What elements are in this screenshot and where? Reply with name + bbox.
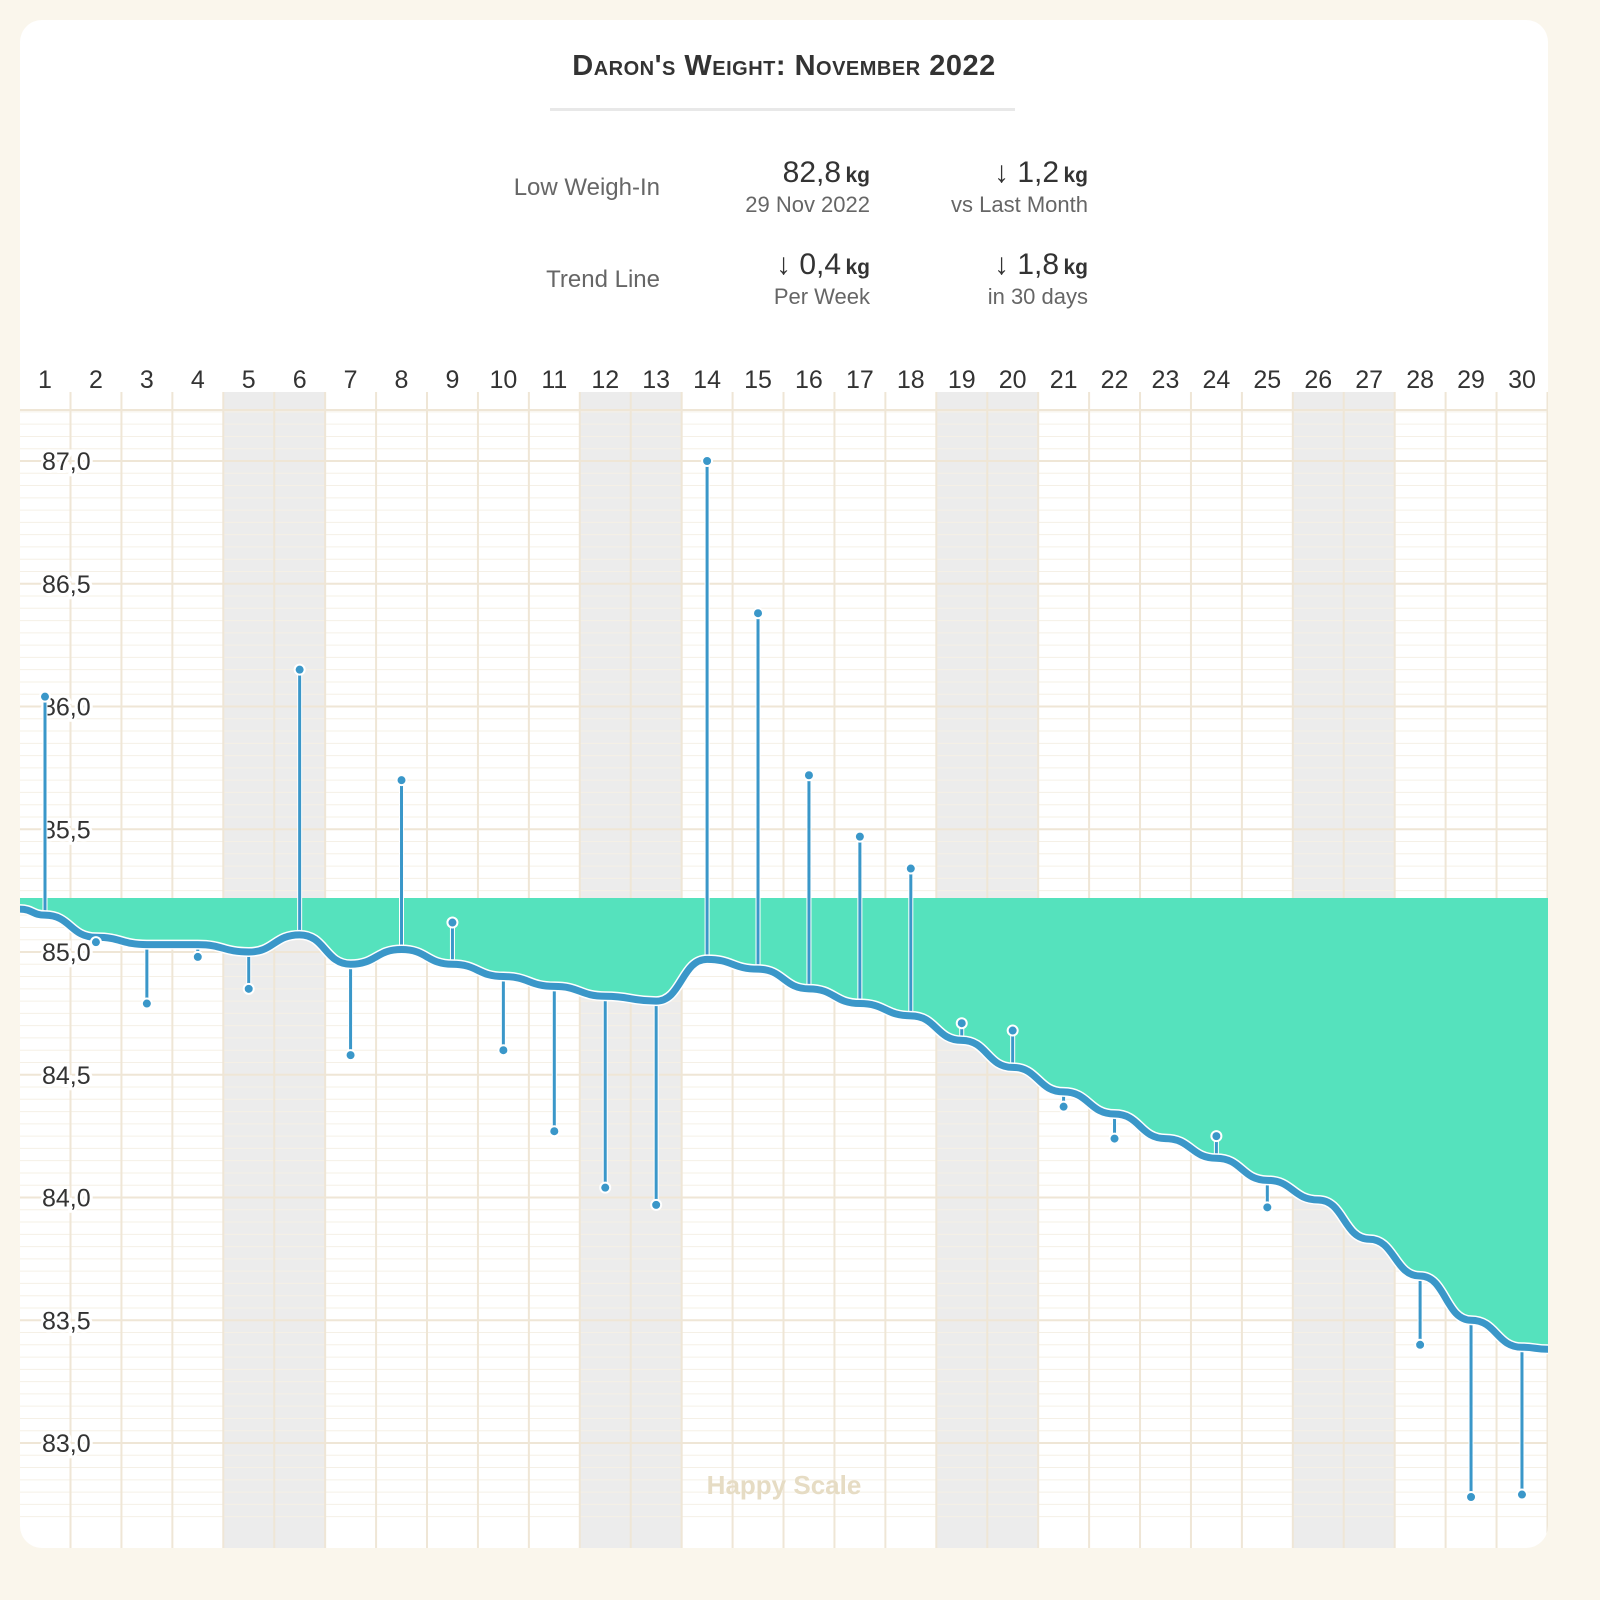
weigh-in-point bbox=[242, 982, 255, 995]
weigh-in-point bbox=[395, 774, 408, 787]
x-tick-label: 18 bbox=[897, 366, 925, 394]
days-value: ↓ 1,8 bbox=[993, 248, 1060, 281]
low-unit: kg bbox=[845, 164, 870, 187]
weigh-in-point bbox=[1108, 1132, 1121, 1145]
x-tick-label: 8 bbox=[395, 366, 409, 394]
y-tick-label: 83,5 bbox=[42, 1307, 91, 1335]
y-tick-label: 85,5 bbox=[42, 816, 91, 844]
weigh-in-point bbox=[1465, 1491, 1478, 1504]
weigh-in-point bbox=[191, 950, 204, 963]
month-unit: kg bbox=[1063, 164, 1088, 187]
weigh-in-point bbox=[853, 830, 866, 843]
weigh-in-point bbox=[904, 862, 917, 875]
weigh-in-point bbox=[701, 455, 714, 467]
weigh-in-point bbox=[89, 936, 102, 949]
month-sub: vs Last Month bbox=[951, 192, 1088, 217]
trend-line bbox=[20, 905, 1548, 1353]
x-tick-label: 21 bbox=[1050, 366, 1078, 394]
x-tick-label: 6 bbox=[293, 366, 307, 394]
weigh-in-point bbox=[1006, 1024, 1019, 1037]
low-date: 29 Nov 2022 bbox=[745, 192, 870, 217]
y-tick-label: 83,0 bbox=[42, 1430, 91, 1458]
month-change-stat: ↓ 1,2 kg vs Last Month bbox=[828, 156, 1088, 218]
low-value: 82,8 bbox=[782, 156, 842, 189]
x-tick-label: 1 bbox=[38, 366, 52, 394]
x-tick-label: 30 bbox=[1508, 366, 1536, 394]
x-tick-label: 11 bbox=[541, 366, 567, 394]
x-tick-label: 4 bbox=[191, 366, 205, 394]
title-underline bbox=[550, 108, 1015, 111]
x-tick-label: 24 bbox=[1202, 366, 1230, 394]
y-tick-label: 87,0 bbox=[42, 448, 91, 476]
weigh-in-point bbox=[293, 663, 306, 676]
low-weigh-in-label: Low Weigh-In bbox=[513, 174, 660, 201]
chart-title: Daron's Weight: November 2022 bbox=[572, 50, 996, 82]
x-tick-label: 3 bbox=[140, 366, 154, 394]
trend-fill-area bbox=[20, 897, 1548, 1350]
chart-card: Daron's Weight: November 2022 Low Weigh-… bbox=[20, 20, 1548, 1548]
x-tick-label: 5 bbox=[242, 366, 256, 394]
x-tick-label: 13 bbox=[642, 366, 670, 394]
weigh-in-point bbox=[752, 607, 765, 620]
week-sub: Per Week bbox=[773, 284, 870, 309]
weigh-in-point bbox=[650, 1198, 663, 1211]
low-weigh-in-stat: 82,8 kg 29 Nov 2022 bbox=[610, 156, 870, 218]
trend-line-label: Trend Line bbox=[546, 266, 660, 293]
x-tick-label: 29 bbox=[1457, 366, 1485, 394]
x-tick-label: 14 bbox=[693, 366, 721, 394]
watermark: Happy Scale bbox=[706, 1470, 862, 1500]
weigh-in-point bbox=[497, 1044, 510, 1057]
weigh-in-point bbox=[599, 1181, 612, 1194]
thirty-days-stat: ↓ 1,8 kg in 30 days bbox=[828, 248, 1088, 310]
weigh-in-point bbox=[1515, 1488, 1528, 1501]
weigh-in-point bbox=[1261, 1201, 1274, 1214]
x-tick-label: 23 bbox=[1152, 366, 1180, 394]
weight-chart: 87,086,586,085,585,084,584,083,583,01 2 3 4… bbox=[20, 366, 1548, 1548]
y-tick-label: 84,5 bbox=[42, 1062, 91, 1090]
y-tick-label: 84,0 bbox=[42, 1185, 91, 1213]
weigh-in-point bbox=[955, 1017, 968, 1030]
weigh-in-point bbox=[1210, 1130, 1223, 1143]
x-tick-label: 19 bbox=[948, 366, 976, 394]
weigh-in-point bbox=[1057, 1100, 1070, 1113]
weigh-in-point bbox=[446, 916, 459, 929]
y-tick-label: 85,0 bbox=[42, 939, 91, 967]
x-tick-label: 2 bbox=[89, 366, 103, 394]
x-tick-label: 22 bbox=[1101, 366, 1129, 394]
weigh-in-point bbox=[39, 690, 51, 703]
month-value: ↓ 1,2 bbox=[993, 156, 1060, 189]
x-tick-label: 17 bbox=[846, 366, 874, 394]
x-tick-label: 7 bbox=[344, 366, 358, 394]
x-tick-label: 25 bbox=[1253, 366, 1281, 394]
days-sub: in 30 days bbox=[987, 284, 1088, 309]
per-week-stat: ↓ 0,4 kg Per Week bbox=[610, 248, 870, 310]
weigh-in-point bbox=[140, 997, 153, 1010]
x-tick-label: 26 bbox=[1304, 366, 1332, 394]
week-unit: kg bbox=[845, 256, 870, 279]
x-tick-label: 16 bbox=[795, 366, 823, 394]
weigh-in-point bbox=[548, 1125, 561, 1138]
x-tick-label: 20 bbox=[999, 366, 1027, 394]
weigh-in-point bbox=[802, 769, 815, 782]
x-tick-label: 15 bbox=[744, 366, 772, 394]
x-tick-label: 28 bbox=[1406, 366, 1434, 394]
y-tick-label: 86,5 bbox=[42, 571, 91, 599]
weekend-band bbox=[274, 392, 326, 1548]
x-tick-label: 12 bbox=[591, 366, 619, 394]
x-tick-label: 10 bbox=[489, 366, 517, 394]
x-tick-label: 27 bbox=[1355, 366, 1383, 394]
days-unit: kg bbox=[1063, 256, 1088, 279]
weigh-in-point bbox=[344, 1049, 357, 1062]
x-tick-label: 9 bbox=[445, 366, 459, 394]
weigh-in-point bbox=[1414, 1338, 1427, 1351]
week-value: ↓ 0,4 bbox=[775, 248, 842, 281]
